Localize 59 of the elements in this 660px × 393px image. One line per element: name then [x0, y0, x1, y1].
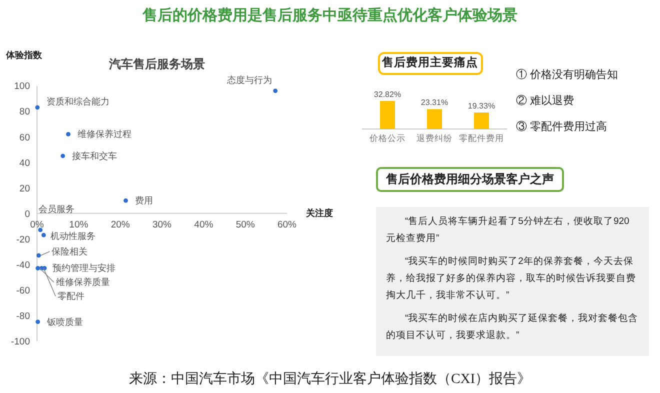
- data-label: 23.31%: [420, 98, 448, 108]
- x-tick-label: 价格公示: [368, 133, 406, 143]
- y-tick-label: 100: [14, 81, 30, 92]
- x-tick-label: 20%: [110, 219, 130, 230]
- annotation: 机动性服务: [50, 231, 96, 242]
- text: ① 价格没有明确告知: [516, 68, 618, 81]
- data-label: 32.82%: [374, 90, 402, 99]
- x-axis-title: 关注度: [305, 208, 333, 218]
- annotation: 会员服务: [38, 204, 74, 214]
- annotation: 态度与行为: [226, 74, 272, 85]
- text: “我买车的时候在店内购买了延保套餐，我对套餐包含的项目不认可，我要求退款。”: [386, 312, 639, 343]
- y-tick-label: 0: [24, 208, 30, 220]
- text: “我买车的时候同时购买了2年的保养套餐，今天去保养，给我报了好多的保养内容，取车的时候告诉我要自费掏大几千，我非常不认可。”: [386, 255, 637, 303]
- annotation: 钣喷质量: [46, 316, 83, 327]
- y-tick-label: 40: [19, 158, 30, 169]
- y-tick-label: -60: [16, 285, 30, 296]
- point: [41, 232, 46, 238]
- source-note: 来源：中国汽车市场《中国汽车行业客户体验指数（CXI）报告》: [128, 370, 532, 388]
- y-tick-label: -20: [16, 234, 30, 246]
- text: ③ 零配件费用过高: [516, 120, 608, 133]
- annotation: 维修保养过程: [77, 129, 132, 140]
- y-tick-label: -80: [16, 310, 30, 322]
- annotation: 资质和综合能力: [46, 96, 110, 106]
- x-tick-label: 10%: [69, 219, 89, 230]
- y-axis-title: 体验指数: [5, 50, 43, 60]
- annotation: 预约管理与安排: [52, 263, 116, 274]
- point: [273, 88, 278, 94]
- x-tick-label: 50%: [236, 219, 256, 230]
- annotation: 接车和交车: [72, 150, 117, 161]
- point: [38, 228, 43, 232]
- annotation: 零配件: [58, 291, 85, 302]
- y-tick-label: -40: [16, 260, 30, 271]
- x-tick-label: 零配件费用: [459, 133, 504, 143]
- data-label: 19.33%: [468, 102, 496, 111]
- text: ② 难以退费: [516, 94, 574, 107]
- x-tick-label: 0%: [30, 219, 44, 230]
- x-tick-label: 60%: [277, 219, 298, 230]
- text: “售后人员将车辆升起看了5分钟左右，便收取了920元检查费用”: [386, 215, 630, 246]
- x-tick-label: 30%: [152, 219, 172, 230]
- point: [124, 198, 128, 203]
- point: [36, 253, 41, 258]
- point: [36, 320, 40, 324]
- y-tick-label: 20: [19, 183, 30, 194]
- chart-title: 售后费用主要痛点: [381, 55, 478, 69]
- point: [36, 266, 40, 270]
- annotation: 保险相关: [52, 246, 88, 256]
- point: [66, 132, 70, 136]
- chart-title: 汽车售后服务场景: [108, 57, 205, 71]
- annotation: 费用: [134, 196, 153, 206]
- y-tick-label: 80: [19, 106, 30, 118]
- point: [60, 154, 66, 158]
- x-tick-label: 40%: [194, 219, 214, 230]
- annotation: 维修保养质量: [56, 277, 110, 288]
- text: 售后价格费用细分场景客户之声: [376, 167, 564, 192]
- point: [35, 105, 40, 110]
- x-tick-label: 退费纠纷: [416, 133, 452, 143]
- text: 售后的价格费用是售后服务中亟待重点优化客户体验场景: [141, 6, 518, 25]
- y-tick-label: 60: [19, 132, 30, 144]
- y-tick-label: -100: [10, 336, 30, 348]
